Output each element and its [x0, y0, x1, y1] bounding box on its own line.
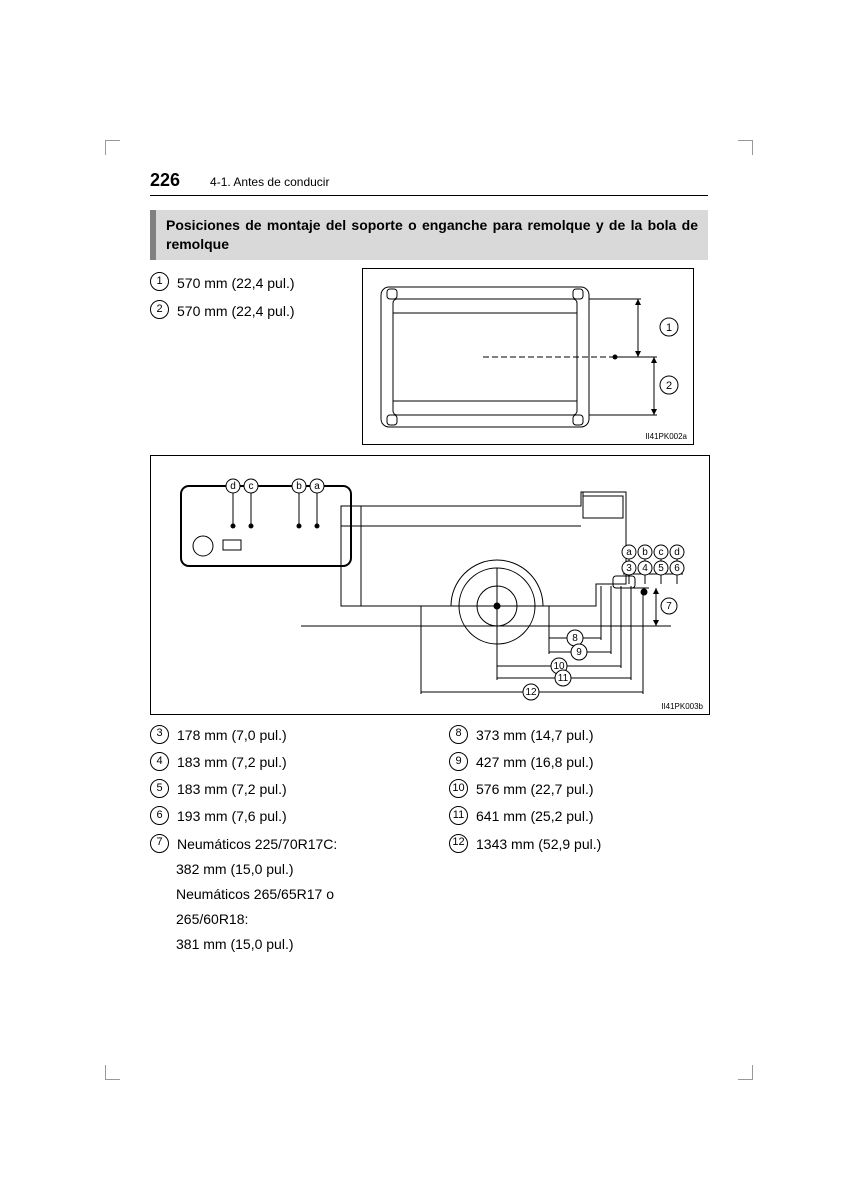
- figure-main: d c b a a b c d 3 4 5 6 7 8 9 10: [150, 455, 710, 715]
- svg-text:c: c: [249, 481, 254, 492]
- list-item: 12 1343 mm (52,9 pul.): [449, 832, 708, 857]
- svg-text:d: d: [230, 481, 236, 492]
- section-label: 4-1. Antes de conducir: [210, 175, 329, 189]
- callout-number-icon: 10: [449, 779, 468, 798]
- measure-sub: 382 mm (15,0 pul.): [176, 859, 409, 880]
- callout-number-icon: 3: [150, 725, 169, 744]
- page-content: 226 4-1. Antes de conducir Posiciones de…: [150, 170, 708, 959]
- list-item: 9 427 mm (16,8 pul.): [449, 750, 708, 775]
- svg-text:a: a: [314, 481, 320, 492]
- measure-text: 183 mm (7,2 pul.): [177, 750, 287, 775]
- callout-number-icon: 8: [449, 725, 468, 744]
- measurement-columns: 3 178 mm (7,0 pul.) 4 183 mm (7,2 pul.) …: [150, 723, 708, 959]
- callout-number-icon: 2: [150, 300, 169, 319]
- list-item: 2 570 mm (22,4 pul.): [150, 298, 350, 325]
- measure-sub: Neumáticos 265/65R17 o: [176, 884, 409, 905]
- list-item: 7 Neumáticos 225/70R17C:: [150, 832, 409, 857]
- list-item: 3 178 mm (7,0 pul.): [150, 723, 409, 748]
- callout-number-icon: 7: [150, 834, 169, 853]
- measure-sub: 381 mm (15,0 pul.): [176, 934, 409, 955]
- svg-text:3: 3: [626, 563, 632, 574]
- svg-text:d: d: [674, 547, 680, 558]
- svg-text:6: 6: [674, 563, 680, 574]
- measure-sub: 265/60R18:: [176, 909, 409, 930]
- measure-text: 570 mm (22,4 pul.): [177, 298, 295, 325]
- measure-column-left: 3 178 mm (7,0 pul.) 4 183 mm (7,2 pul.) …: [150, 723, 409, 959]
- list-item: 10 576 mm (22,7 pul.): [449, 777, 708, 802]
- figure-top: 1 2 II41PK002a: [362, 268, 694, 445]
- svg-text:b: b: [642, 547, 648, 558]
- section-title: Posiciones de montaje del soporte o enga…: [150, 210, 708, 260]
- measure-text: 1343 mm (52,9 pul.): [476, 832, 601, 857]
- svg-text:4: 4: [642, 563, 648, 574]
- svg-text:c: c: [659, 547, 664, 558]
- vehicle-rear-diagram-icon: 1 2: [363, 269, 693, 444]
- list-item: 8 373 mm (14,7 pul.): [449, 723, 708, 748]
- vehicle-side-diagram-icon: d c b a a b c d 3 4 5 6 7 8 9 10: [151, 456, 709, 714]
- measure-column-right: 8 373 mm (14,7 pul.) 9 427 mm (16,8 pul.…: [449, 723, 708, 959]
- svg-text:2: 2: [666, 380, 672, 392]
- callout-number-icon: 6: [150, 806, 169, 825]
- top-measure-list: 1 570 mm (22,4 pul.) 2 570 mm (22,4 pul.…: [150, 268, 350, 327]
- list-item: 4 183 mm (7,2 pul.): [150, 750, 409, 775]
- measure-text: 183 mm (7,2 pul.): [177, 777, 287, 802]
- svg-text:12: 12: [525, 687, 537, 698]
- figure-id: II41PK003b: [661, 702, 703, 711]
- crop-mark: [738, 1065, 753, 1080]
- list-item: 5 183 mm (7,2 pul.): [150, 777, 409, 802]
- callout-number-icon: 9: [449, 752, 468, 771]
- svg-text:9: 9: [576, 647, 582, 658]
- page-header: 226 4-1. Antes de conducir: [150, 170, 708, 196]
- crop-mark: [105, 140, 120, 155]
- svg-text:5: 5: [658, 563, 664, 574]
- measure-text: 178 mm (7,0 pul.): [177, 723, 287, 748]
- callout-number-icon: 4: [150, 752, 169, 771]
- callout-number-icon: 12: [449, 834, 468, 853]
- figure-id: II41PK002a: [645, 432, 687, 441]
- measure-text: 576 mm (22,7 pul.): [476, 777, 594, 802]
- crop-mark: [105, 1065, 120, 1080]
- measure-text: 570 mm (22,4 pul.): [177, 270, 295, 297]
- measure-text: 373 mm (14,7 pul.): [476, 723, 594, 748]
- measure-text: Neumáticos 225/70R17C:: [177, 832, 337, 857]
- svg-text:1: 1: [666, 322, 672, 334]
- page-number: 226: [150, 170, 180, 191]
- list-item: 1 570 mm (22,4 pul.): [150, 270, 350, 297]
- callout-number-icon: 5: [150, 779, 169, 798]
- svg-text:a: a: [626, 547, 632, 558]
- svg-text:b: b: [296, 481, 302, 492]
- svg-text:8: 8: [572, 633, 578, 644]
- svg-text:7: 7: [666, 601, 672, 612]
- list-item: 11 641 mm (25,2 pul.): [449, 804, 708, 829]
- callout-number-icon: 11: [449, 806, 468, 825]
- crop-mark: [738, 140, 753, 155]
- callout-number-icon: 1: [150, 272, 169, 291]
- svg-text:11: 11: [558, 673, 569, 684]
- list-item: 6 193 mm (7,6 pul.): [150, 804, 409, 829]
- measure-text: 193 mm (7,6 pul.): [177, 804, 287, 829]
- measure-text: 427 mm (16,8 pul.): [476, 750, 594, 775]
- measure-text: 641 mm (25,2 pul.): [476, 804, 594, 829]
